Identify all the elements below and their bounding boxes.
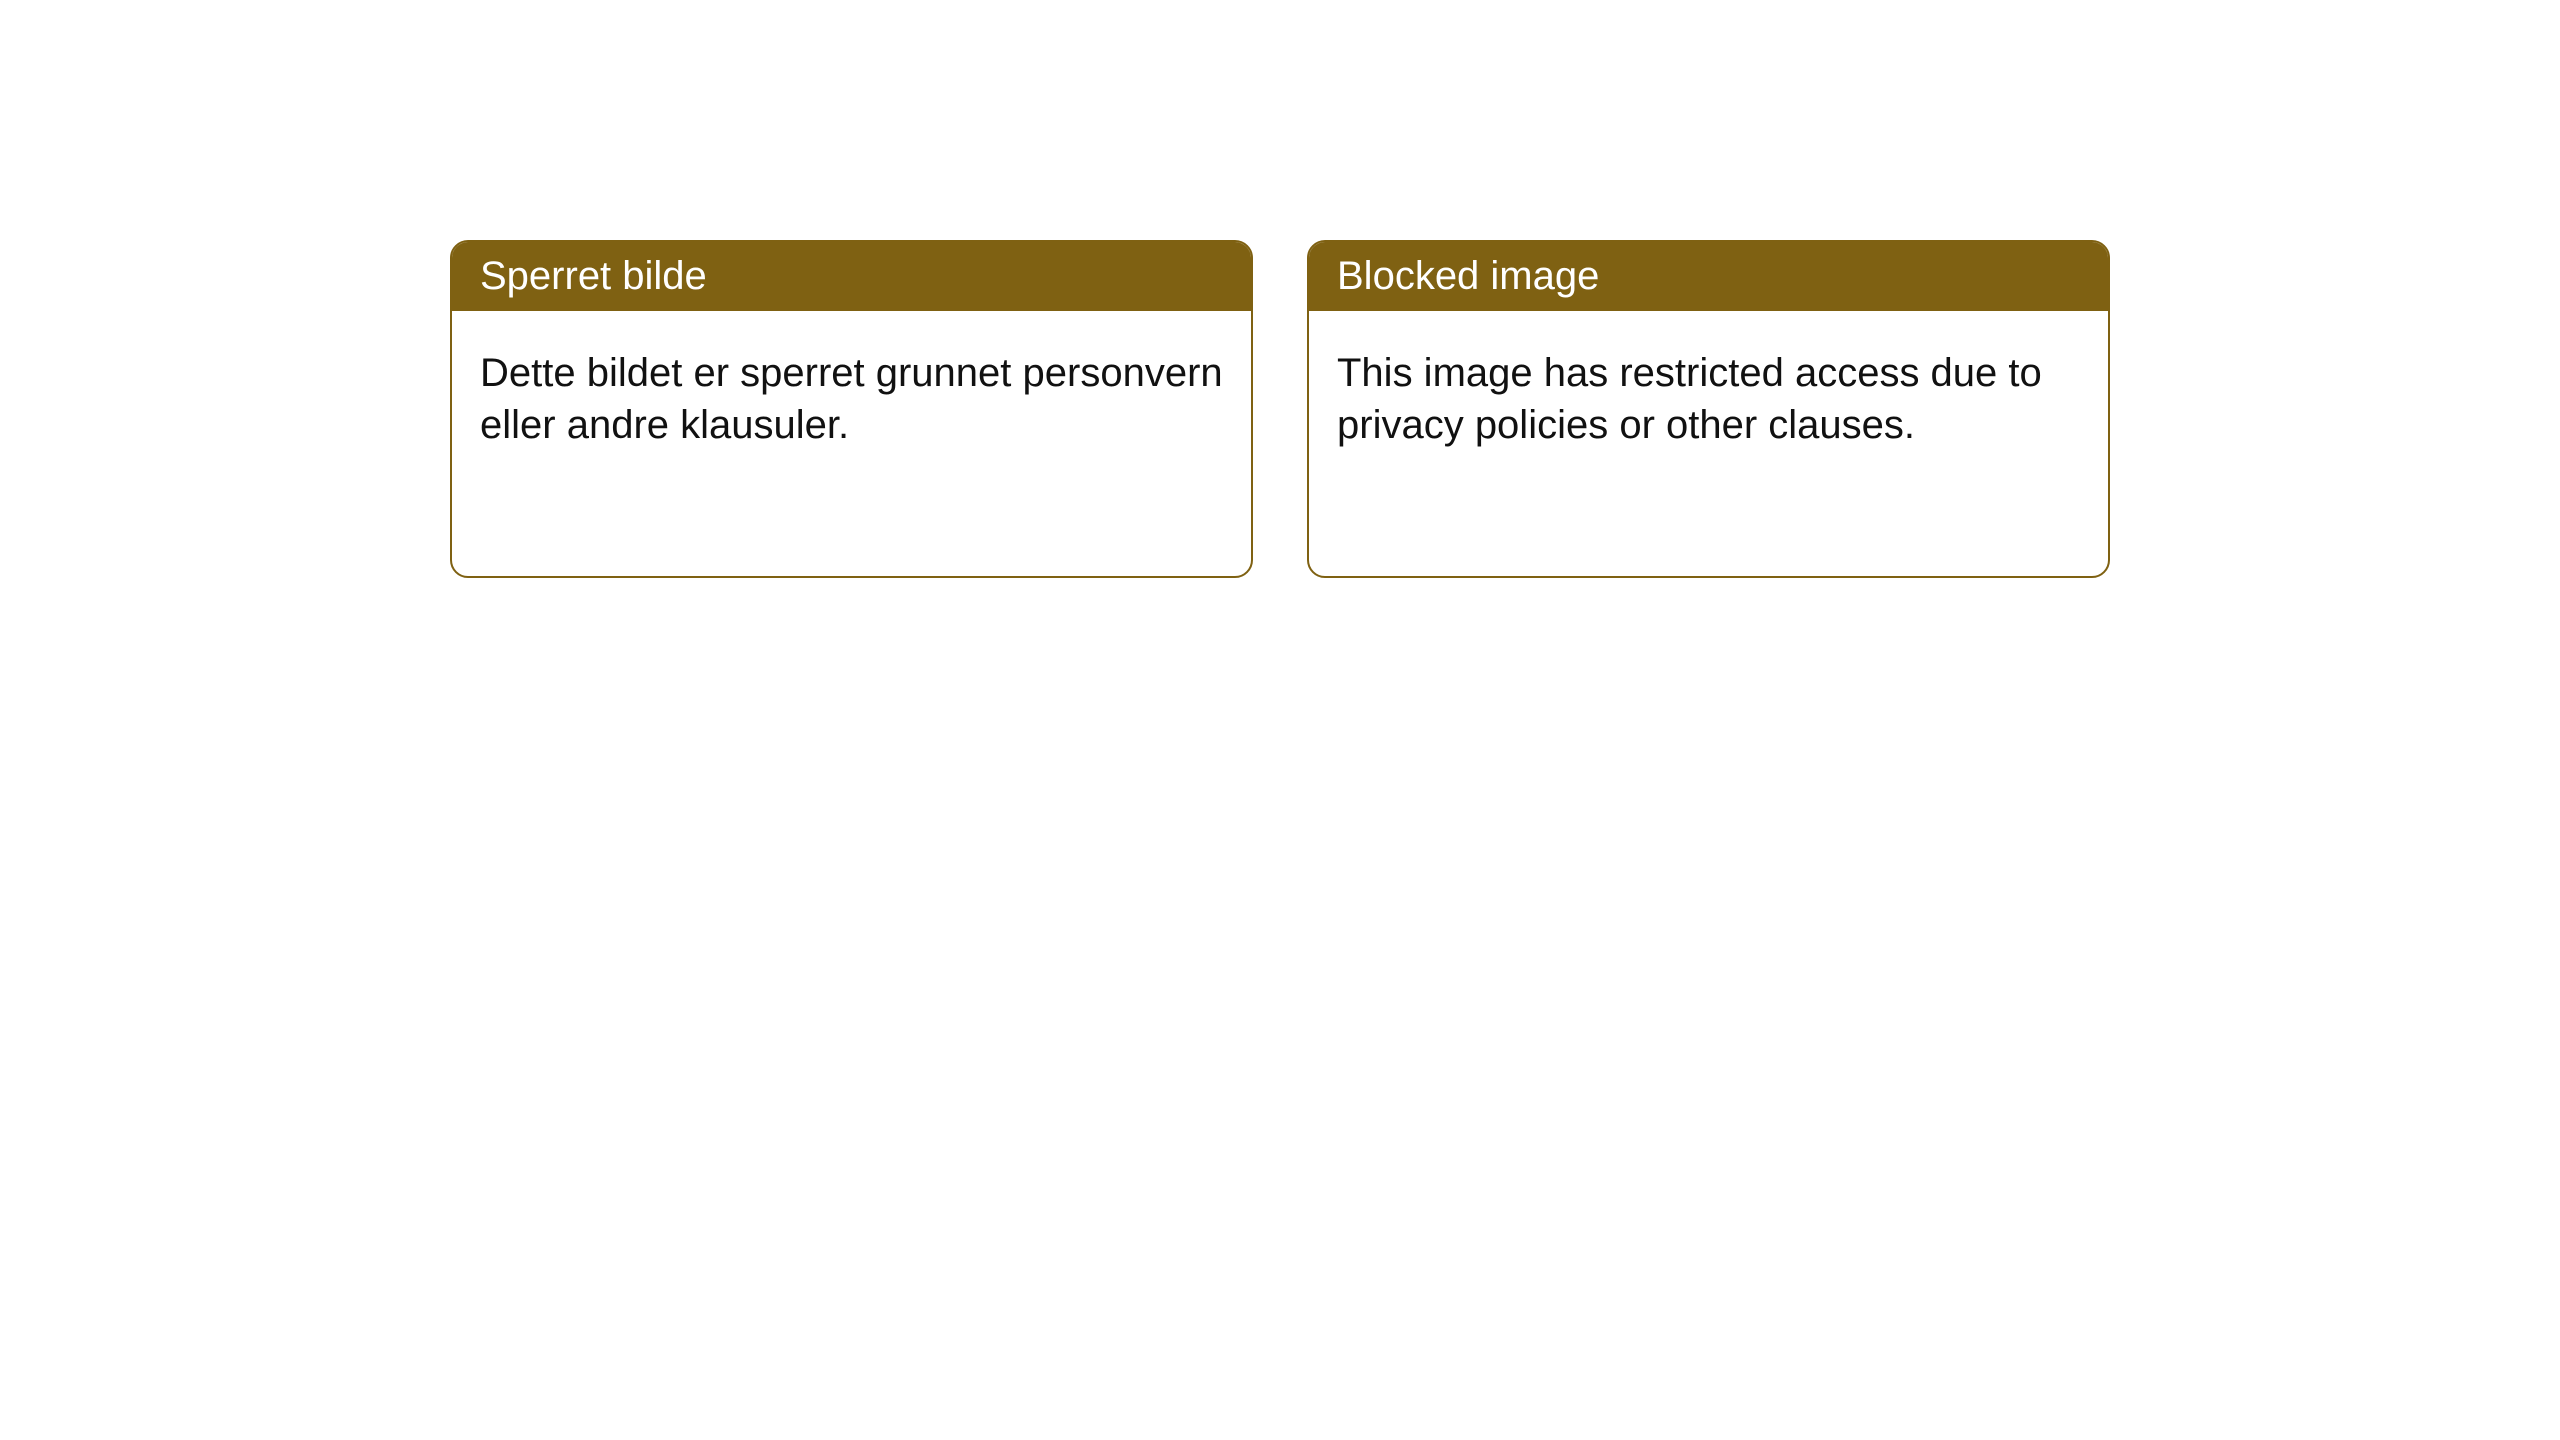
card-body-text: This image has restricted access due to … (1337, 351, 2042, 447)
card-body: Dette bildet er sperret grunnet personve… (452, 311, 1251, 487)
card-body-text: Dette bildet er sperret grunnet personve… (480, 351, 1223, 447)
card-header: Sperret bilde (452, 242, 1251, 311)
card-body: This image has restricted access due to … (1309, 311, 2108, 487)
card-header: Blocked image (1309, 242, 2108, 311)
card-title: Sperret bilde (480, 254, 707, 298)
notice-container: Sperret bilde Dette bildet er sperret gr… (0, 0, 2560, 578)
notice-card-english: Blocked image This image has restricted … (1307, 240, 2110, 578)
notice-card-norwegian: Sperret bilde Dette bildet er sperret gr… (450, 240, 1253, 578)
card-title: Blocked image (1337, 254, 1599, 298)
